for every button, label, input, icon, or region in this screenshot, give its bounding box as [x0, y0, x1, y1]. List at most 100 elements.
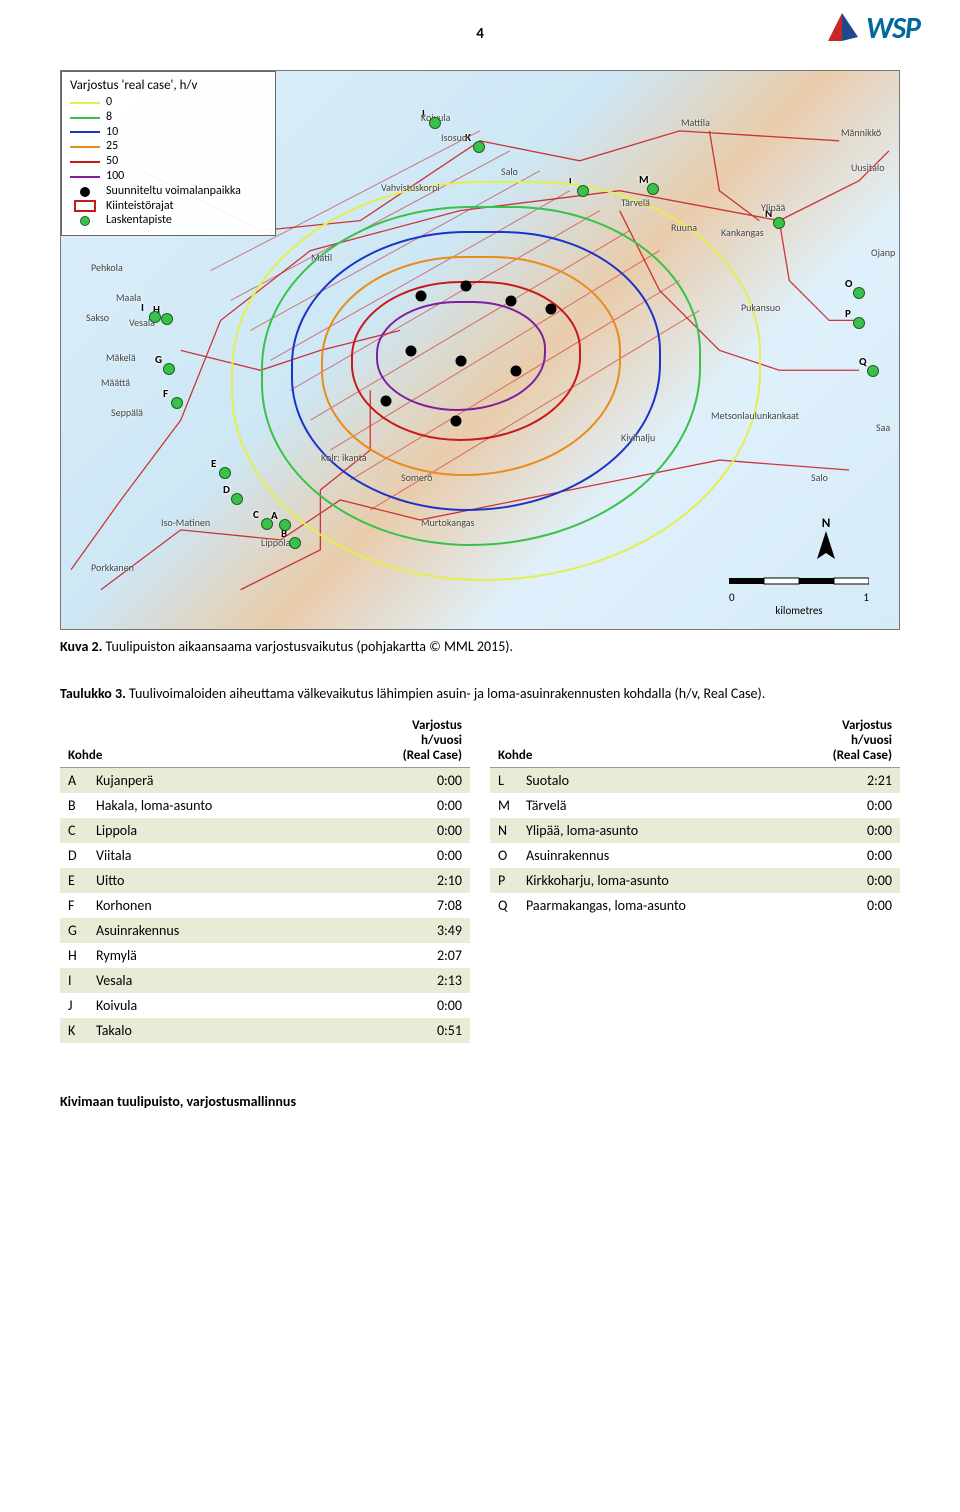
place-label: Salo [811, 471, 828, 484]
row-value: 0:00 [785, 893, 900, 918]
row-id: B [60, 793, 88, 818]
place-label: Iso-Matinen [161, 516, 210, 529]
compass: N [813, 516, 839, 569]
row-value: 2:10 [331, 868, 470, 893]
receptor-marker [647, 183, 659, 195]
page-number: 4 [476, 25, 484, 43]
row-id: O [490, 843, 518, 868]
footer-text: Kivimaan tuulipuisto, varjostusmallinnus [60, 1093, 900, 1110]
receptor-marker [171, 397, 183, 409]
place-label: Salo [501, 165, 518, 178]
place-label: Porkkanen [91, 561, 134, 574]
th-kohde-right: Kohde [490, 714, 785, 768]
scale-bar: 0 1 kilometres [729, 576, 869, 617]
receptor-marker [773, 217, 785, 229]
table-row: AKujanperä0:00 [60, 768, 470, 794]
table-row: NYlipää, loma-asunto0:00 [490, 818, 900, 843]
row-id: L [490, 768, 518, 794]
row-name: Rymylä [88, 943, 331, 968]
legend-level-swatch [70, 146, 100, 148]
receptor-marker [867, 365, 879, 377]
turbine-icon [80, 187, 90, 197]
receptor-marker [149, 311, 161, 323]
table-row: GAsuinrakennus3:49 [60, 918, 470, 943]
table-row: FKorhonen7:08 [60, 893, 470, 918]
legend-level-row: 25 [70, 140, 267, 154]
legend-level-row: 100 [70, 170, 267, 184]
figure-number: Kuva 2. [60, 638, 102, 655]
row-name: Lippola [88, 818, 331, 843]
place-label: Sakso [86, 311, 109, 324]
place-label: Kankangas [721, 226, 764, 239]
row-name: Uitto [88, 868, 331, 893]
table-row: MTärvelä0:00 [490, 793, 900, 818]
turbine-marker [381, 396, 392, 407]
turbine-marker [461, 281, 472, 292]
place-label: Määttä [101, 376, 130, 389]
scale-right: 1 [863, 591, 869, 604]
map-figure: Varjostus 'real case', h/v 08102550100 S… [60, 70, 900, 630]
row-name: Viitala [88, 843, 331, 868]
receptor-marker [853, 287, 865, 299]
legend-turbine-label: Suunniteltu voimalanpaikka [106, 185, 241, 199]
table-row: HRymylä2:07 [60, 943, 470, 968]
place-label: Tärvelä [621, 196, 650, 209]
turbine-marker [406, 346, 417, 357]
row-id: P [490, 868, 518, 893]
receptor-marker [577, 185, 589, 197]
receptor-marker [853, 317, 865, 329]
table-row: JKoivula0:00 [60, 993, 470, 1018]
row-name: Korhonen [88, 893, 331, 918]
place-label: Matil [311, 251, 332, 264]
row-name: Tärvelä [518, 793, 785, 818]
receptor-marker [163, 363, 175, 375]
row-value: 2:07 [331, 943, 470, 968]
row-name: Hakala, loma-asunto [88, 793, 331, 818]
row-id: H [60, 943, 88, 968]
legend-level-label: 0 [106, 96, 112, 110]
receptor-marker [161, 313, 173, 325]
wsp-logo-text: WSP [866, 10, 920, 47]
legend-level-label: 10 [106, 126, 118, 140]
row-value: 2:21 [785, 768, 900, 794]
row-id: K [60, 1018, 88, 1043]
wsp-logo-mark [824, 11, 860, 47]
turbine-marker [416, 291, 427, 302]
place-label: Maala [116, 291, 141, 304]
receptor-marker [289, 537, 301, 549]
table-row: OAsuinrakennus0:00 [490, 843, 900, 868]
figure-caption-text: Tuulipuiston aikaansaama varjostusvaikut… [106, 638, 514, 655]
legend-level-label: 25 [106, 140, 118, 154]
turbine-marker [546, 304, 557, 315]
row-id: Q [490, 893, 518, 918]
table-row: IVesala2:13 [60, 968, 470, 993]
receptor-marker [279, 519, 291, 531]
row-name: Asuinrakennus [88, 918, 331, 943]
place-label: Somerö [401, 471, 432, 484]
row-id: F [60, 893, 88, 918]
table-caption-text: Tuulivoimaloiden aiheuttama välkevaikutu… [129, 685, 765, 702]
row-value: 0:00 [331, 843, 470, 868]
place-label: Vahvistuskorpi [381, 181, 440, 194]
legend-level-swatch [70, 117, 100, 119]
row-value: 3:49 [331, 918, 470, 943]
place-label: Ylipää [761, 201, 785, 214]
compass-letter: N [813, 516, 839, 531]
row-name: Suotalo [518, 768, 785, 794]
scale-left: 0 [729, 591, 735, 604]
place-label: Isosuo [441, 131, 467, 144]
row-value: 0:00 [785, 868, 900, 893]
place-label: Ojanp [871, 246, 895, 259]
row-id: J [60, 993, 88, 1018]
row-value: 2:13 [331, 968, 470, 993]
row-value: 0:00 [785, 818, 900, 843]
place-label: Murtokangas [421, 516, 474, 529]
receptor-marker [473, 141, 485, 153]
place-label: Saa [876, 421, 890, 434]
table-caption: Taulukko 3. Tuulivoimaloiden aiheuttama … [60, 685, 900, 702]
row-name: Koivula [88, 993, 331, 1018]
legend-level-label: 50 [106, 155, 118, 169]
place-label: Pehkola [91, 261, 123, 274]
place-label: Kivihalju [621, 431, 655, 444]
results-table: Kohde Varjostus h/vuosi (Real Case) AKuj… [60, 714, 900, 1043]
